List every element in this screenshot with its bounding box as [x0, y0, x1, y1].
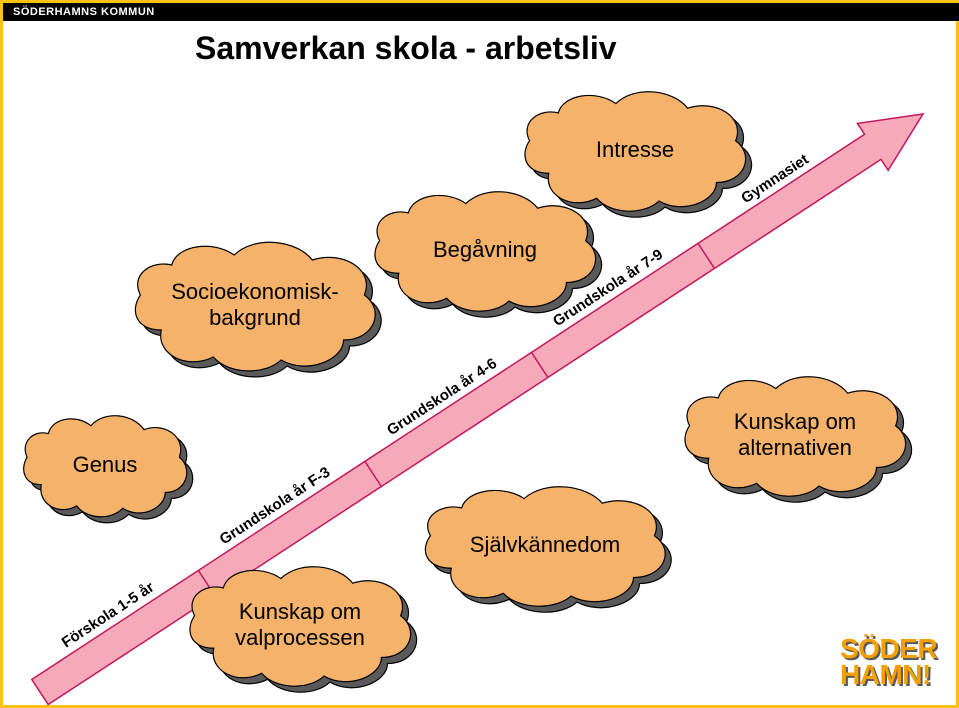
cloud-sjalvkannedom: Självkännedom [420, 480, 670, 610]
cloud-label-begavning: Begåvning [370, 185, 600, 315]
cloud-begavning: Begåvning [370, 185, 600, 315]
cloud-label-kunskap-valprocess: Kunskap om valprocessen [185, 560, 415, 690]
soderhamn-logo: SÖDERHAMN! [840, 636, 937, 688]
cloud-label-kunskap-alternativ: Kunskap om alternativen [680, 370, 910, 500]
cloud-label-genus: Genus [20, 410, 190, 520]
cloud-label-socioekonomisk: Socioekonomisk- bakgrund [130, 235, 380, 375]
logo-line2: HAMN! [840, 662, 937, 688]
cloud-socioekonomisk: Socioekonomisk- bakgrund [130, 235, 380, 375]
cloud-label-sjalvkannedom: Självkännedom [420, 480, 670, 610]
cloud-kunskap-valprocess: Kunskap om valprocessen [185, 560, 415, 690]
cloud-genus: Genus [20, 410, 190, 520]
logo-line1: SÖDER [840, 636, 937, 662]
cloud-kunskap-alternativ: Kunskap om alternativen [680, 370, 910, 500]
